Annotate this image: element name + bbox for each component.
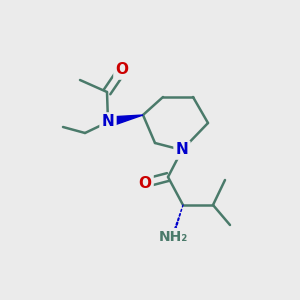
Polygon shape: [107, 115, 143, 127]
Text: O: O: [116, 62, 128, 77]
Text: O: O: [139, 176, 152, 190]
Text: N: N: [102, 115, 114, 130]
Text: N: N: [176, 142, 188, 158]
Text: NH₂: NH₂: [158, 230, 188, 244]
